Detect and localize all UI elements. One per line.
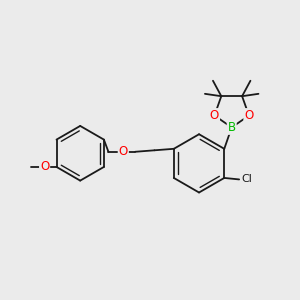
Text: O: O (40, 160, 49, 173)
Text: Cl: Cl (242, 174, 252, 184)
Text: O: O (119, 145, 128, 158)
Text: O: O (210, 109, 219, 122)
Text: B: B (228, 121, 236, 134)
Text: O: O (244, 109, 254, 122)
